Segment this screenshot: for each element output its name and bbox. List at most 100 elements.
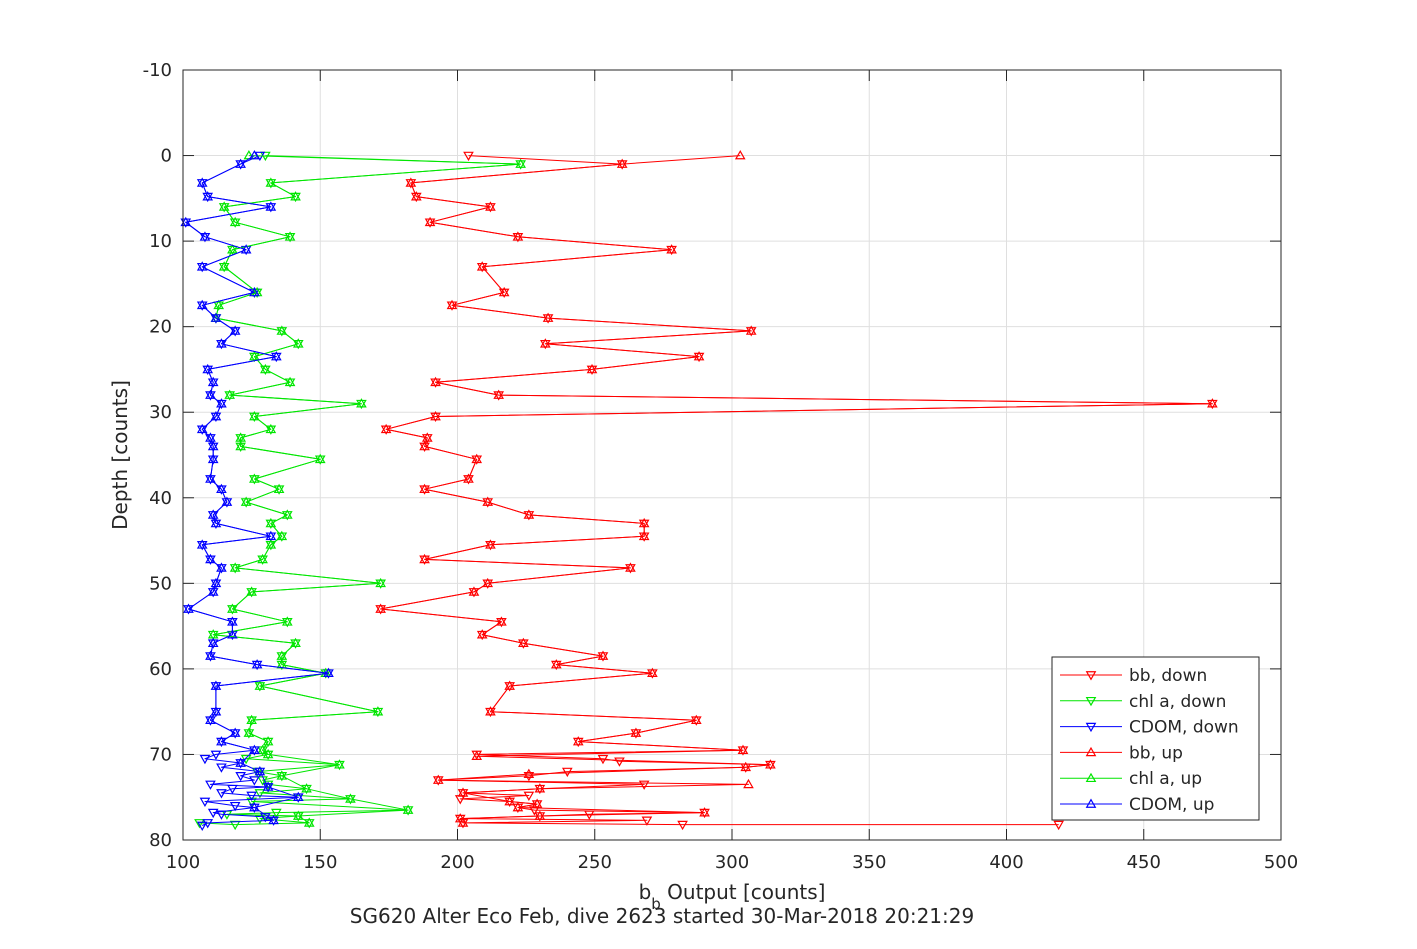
data-point-0-56 — [638, 780, 650, 790]
legend-label-3: bb, up — [1129, 743, 1183, 763]
data-point-4-13 — [292, 338, 304, 348]
data-point-4-32 — [229, 562, 241, 572]
data-point-3-28 — [638, 517, 650, 528]
data-point-4-19 — [249, 410, 260, 421]
x-tick-label-6: 400 — [989, 852, 1023, 873]
data-point-4-3 — [290, 191, 301, 201]
data-point-5-10 — [196, 299, 208, 310]
data-point-5-15 — [202, 363, 214, 374]
data-point-2-53 — [235, 772, 246, 782]
data-point-4-6 — [284, 231, 296, 241]
data-point-4-48 — [262, 748, 274, 759]
data-point-3-49 — [765, 759, 776, 769]
data-point-3-24 — [463, 473, 474, 483]
data-point-4-10 — [213, 299, 225, 310]
data-point-5-45 — [229, 727, 241, 737]
x-tick-label-3: 250 — [578, 852, 612, 873]
data-point-5-42 — [210, 680, 222, 690]
data-point-2-65 — [216, 810, 227, 820]
data-point-0-54 — [523, 772, 535, 782]
data-point-3-30 — [485, 539, 496, 549]
legend-label-5: CDOM, up — [1129, 795, 1214, 815]
x-tick-label-4: 300 — [715, 852, 749, 873]
data-point-1-56 — [254, 789, 266, 799]
data-point-4-38 — [290, 637, 301, 648]
data-point-3-6 — [512, 231, 524, 241]
data-point-0-71 — [677, 820, 688, 831]
data-point-3-57 — [531, 798, 543, 808]
data-point-3-54 — [534, 783, 546, 793]
data-point-5-49 — [254, 766, 266, 776]
data-point-5-17 — [205, 389, 216, 399]
data-point-4-23 — [314, 453, 326, 464]
data-point-5-38 — [207, 637, 219, 648]
data-point-4-44 — [246, 714, 257, 725]
data-point-3-47 — [737, 744, 749, 754]
data-point-3-12 — [745, 325, 757, 335]
data-point-4-8 — [218, 261, 230, 271]
data-point-5-33 — [210, 577, 222, 588]
data-point-0-72 — [1053, 820, 1064, 831]
data-point-5-7 — [240, 244, 252, 254]
data-point-4-16 — [284, 376, 296, 387]
data-point-5-26 — [221, 496, 233, 506]
y-tick-label-7: 60 — [149, 659, 172, 680]
data-point-3-20 — [380, 423, 392, 434]
data-point-3-33 — [482, 577, 494, 588]
y-tick-label-9: 80 — [149, 830, 172, 851]
data-point-5-12 — [229, 325, 241, 335]
data-point-0-53 — [561, 767, 573, 778]
data-point-4-4 — [218, 201, 230, 211]
data-point-4-2 — [265, 177, 277, 187]
data-point-3-15 — [586, 363, 598, 374]
y-axis-label: Depth [counts] — [108, 380, 132, 530]
data-point-3-31 — [419, 553, 430, 564]
data-point-3-56 — [504, 795, 515, 806]
data-point-3-16 — [430, 376, 441, 387]
data-point-5-8 — [196, 261, 208, 271]
y-tick-label-8: 70 — [149, 744, 172, 765]
data-point-1-63 — [254, 814, 266, 825]
data-point-3-37 — [476, 629, 488, 639]
data-point-2-57 — [227, 784, 238, 795]
legend-marker-4 — [1085, 772, 1097, 783]
data-point-5-48 — [235, 757, 246, 767]
data-point-4-30 — [265, 539, 277, 549]
data-point-4-51 — [301, 783, 312, 793]
data-point-3-45 — [630, 727, 642, 737]
data-point-3-55 — [457, 787, 469, 797]
data-point-1-60 — [270, 808, 282, 819]
data-point-3-40 — [550, 659, 562, 669]
data-point-5-51 — [292, 791, 304, 802]
data-point-3-26 — [482, 496, 494, 506]
data-point-3-38 — [518, 637, 529, 648]
x-tick-label-1: 150 — [303, 852, 337, 873]
data-point-3-39 — [597, 650, 609, 660]
data-point-5-6 — [199, 231, 211, 241]
data-point-5-44 — [205, 714, 216, 725]
data-point-5-32 — [216, 562, 227, 572]
data-point-2-66 — [260, 813, 271, 823]
data-point-5-25 — [216, 483, 227, 494]
data-point-3-13 — [540, 338, 551, 348]
data-point-4-12 — [276, 325, 288, 335]
data-point-4-5 — [229, 216, 241, 227]
data-point-3-35 — [375, 603, 386, 613]
ticks: 100 150 200 250 300 350 400 450 500 -10 0 10 20 30 40 5… — [143, 60, 1299, 873]
data-point-4-55 — [303, 817, 315, 827]
data-point-5-47 — [249, 744, 260, 754]
data-point-5-2 — [196, 177, 208, 187]
data-point-2-62 — [229, 801, 241, 812]
series-3 — [375, 150, 1218, 827]
data-point-1-54 — [262, 780, 274, 790]
data-point-5-36 — [227, 616, 238, 626]
data-point-5-37 — [227, 629, 238, 639]
data-point-4-7 — [227, 244, 238, 254]
data-point-3-19 — [430, 410, 441, 421]
data-point-5-43 — [210, 706, 222, 716]
data-point-0-50 — [614, 757, 625, 767]
legend-marker-0 — [1085, 671, 1097, 681]
data-point-4-14 — [249, 351, 260, 361]
